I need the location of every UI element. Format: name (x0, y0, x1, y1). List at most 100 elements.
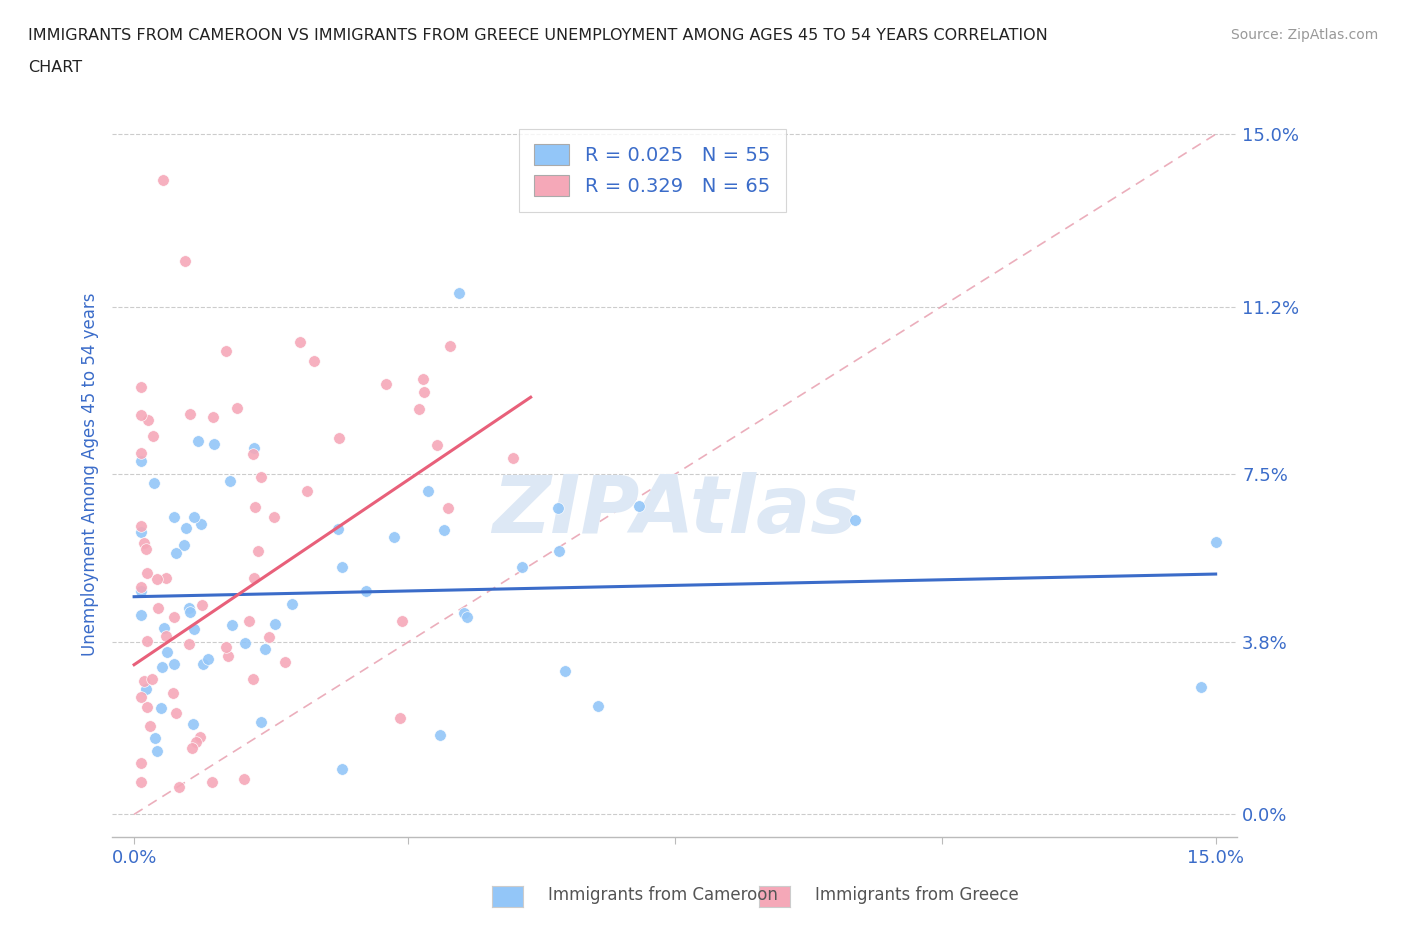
Point (131, 445, 153, 460)
Point (136, 633, 159, 648)
Point (173, 254, 195, 269)
Point (326, 521, 349, 536)
Point (226, 401, 249, 416)
Point (136, 413, 159, 428)
Point (131, 519, 153, 534)
Point (165, 706, 187, 721)
Point (433, 522, 456, 537)
Point (150, 700, 173, 715)
Point (217, 649, 239, 664)
Text: Source: ZipAtlas.com: Source: ZipAtlas.com (1230, 28, 1378, 42)
Point (354, 583, 377, 598)
Point (191, 657, 214, 671)
Point (163, 610, 186, 625)
Point (233, 635, 256, 650)
Point (502, 451, 524, 466)
Point (167, 780, 190, 795)
Point (183, 621, 205, 636)
Point (184, 735, 207, 750)
Point (328, 431, 350, 445)
Point (180, 740, 202, 755)
Point (131, 453, 153, 468)
Point (143, 730, 166, 745)
Point (447, 286, 470, 300)
Point (135, 682, 157, 697)
Point (586, 698, 609, 713)
Point (131, 407, 153, 422)
Point (165, 546, 187, 561)
Point (131, 584, 153, 599)
Point (179, 406, 201, 421)
Point (221, 618, 243, 632)
Point (547, 500, 569, 515)
Point (554, 664, 576, 679)
Point (456, 609, 478, 624)
Point (136, 566, 159, 581)
Point (439, 339, 461, 353)
Point (155, 570, 177, 585)
Point (146, 600, 169, 615)
Point (391, 614, 413, 629)
Point (254, 642, 277, 657)
Point (152, 620, 174, 635)
Point (242, 446, 264, 461)
Point (330, 761, 353, 776)
Point (510, 560, 533, 575)
Point (844, 512, 866, 527)
Point (201, 775, 224, 790)
Point (131, 525, 153, 539)
Point (250, 470, 273, 485)
Point (155, 628, 177, 643)
Point (280, 596, 302, 611)
Legend: R = 0.025   N = 55, R = 0.329   N = 65: R = 0.025 N = 55, R = 0.329 N = 65 (519, 128, 786, 212)
Point (202, 437, 225, 452)
Text: Immigrants from Cameroon: Immigrants from Cameroon (548, 885, 778, 904)
Point (134, 673, 156, 688)
Point (233, 772, 256, 787)
Point (412, 372, 434, 387)
Point (263, 510, 285, 525)
Point (131, 379, 153, 394)
Point (174, 521, 197, 536)
Point (163, 657, 186, 671)
Point (142, 428, 165, 443)
Text: ZIPAtlas: ZIPAtlas (492, 472, 858, 550)
Point (375, 377, 398, 392)
Point (257, 630, 280, 644)
Point (215, 344, 238, 359)
Point (131, 755, 153, 770)
Text: CHART: CHART (28, 60, 82, 75)
Point (243, 570, 266, 585)
Point (247, 543, 270, 558)
Point (238, 614, 260, 629)
Point (179, 604, 201, 619)
Point (131, 775, 153, 790)
Point (156, 644, 179, 659)
Point (242, 671, 264, 686)
Point (437, 500, 460, 515)
Point (145, 743, 167, 758)
Point (330, 560, 353, 575)
Point (152, 172, 174, 187)
Point (413, 384, 436, 399)
Point (1189, 680, 1212, 695)
Point (264, 617, 287, 631)
Text: Immigrants from Greece: Immigrants from Greece (815, 885, 1019, 904)
Point (162, 685, 184, 700)
Point (131, 579, 153, 594)
Point (181, 717, 204, 732)
Point (162, 510, 184, 525)
Point (131, 689, 153, 704)
Point (304, 353, 326, 368)
Point (249, 715, 271, 730)
Point (295, 484, 318, 498)
Point (177, 637, 200, 652)
Point (382, 529, 405, 544)
Point (132, 536, 155, 551)
Point (547, 544, 569, 559)
Point (408, 401, 430, 416)
Text: IMMIGRANTS FROM CAMEROON VS IMMIGRANTS FROM GREECE UNEMPLOYMENT AMONG AGES 45 TO: IMMIGRANTS FROM CAMEROON VS IMMIGRANTS F… (28, 28, 1047, 43)
Point (215, 640, 238, 655)
Point (141, 671, 163, 686)
Point (416, 484, 439, 498)
